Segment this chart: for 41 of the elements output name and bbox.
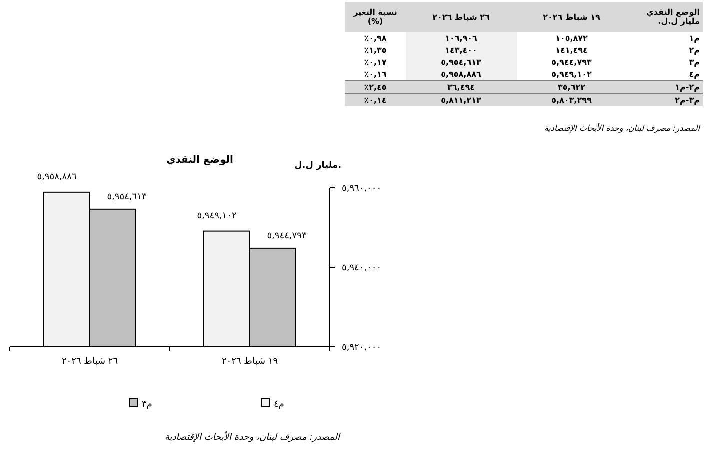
y-axis-title: مليار ل.ل.: [294, 161, 342, 171]
text: ٥,٩٤٩,١٠٢: [550, 68, 593, 80]
y-tick-label: ٥,٩٢٠,٠٠٠: [342, 343, 382, 353]
text: ٥,٨١١,٢١٣: [406, 94, 516, 106]
text: ٥,٩٥٨,٨٨٦: [406, 68, 516, 80]
text: ٠,١٦٪: [363, 68, 388, 80]
legend-label: م٣: [142, 400, 152, 410]
data-label: ٥,٩٤٩,١٠٢: [197, 211, 237, 222]
text: المصدر: مصرف لبنان، وحدة الأبحاث الإقتصادية: [164, 431, 342, 443]
text: ٢٦ شباط ٢٠٢٦: [406, 2, 516, 32]
text: م١: [688, 32, 701, 44]
legend-label: م٤: [274, 400, 284, 410]
data-label: ٥,٩٤٤,٧٩٣: [267, 231, 307, 242]
text: ١٩ شباط ٢٠٢٦: [516, 2, 627, 32]
chart-title: الوضع النقدي: [166, 155, 234, 166]
text: ٥,٨٠٣,٢٩٩: [516, 94, 627, 106]
text: م٣-م٢: [627, 94, 703, 106]
y-tick-label: ٥,٩٤٠,٠٠٠: [342, 264, 382, 274]
text: ٠,١٤٪: [345, 94, 406, 106]
text: ٢,٤٥٪: [345, 80, 406, 94]
data-label: ٥,٩٥٤,٦١٣: [107, 192, 147, 202]
text: نسبة التغير (%): [345, 2, 406, 32]
text: م٤: [688, 68, 701, 80]
text: ١٤٣,٤٠٠: [406, 44, 516, 56]
text: ١,٣٥٪: [363, 44, 388, 56]
text: ٠,٩٨٪: [363, 32, 388, 44]
data-label: ٥,٩٥٨,٨٨٦: [37, 172, 77, 182]
text: م٢-م١: [627, 80, 703, 94]
y-tick-label: ٥,٩٦٠,٠٠٠: [342, 184, 382, 194]
text: م٣: [688, 56, 701, 68]
text: المصدر: مصرف لبنان، وحدة الأبحاث الإقتصادية: [544, 124, 700, 133]
text: ٠,١٧٪: [363, 56, 388, 68]
text: ١٠٦,٩٠٦: [406, 32, 516, 44]
text: ١٤١,٤٩٤: [554, 44, 589, 56]
text: ١٠٥,٨٧٢: [554, 32, 589, 44]
text: ٥,٩٥٤,٦١٣: [406, 56, 516, 68]
text: الوضع النقدي مليار ل.ل.: [627, 2, 703, 32]
text: ٣٥,٦٢٢: [516, 80, 627, 94]
text: م٢: [688, 44, 701, 56]
text: ٣٦,٤٩٤: [406, 80, 516, 94]
text: ٥,٩٤٤,٧٩٣: [550, 56, 593, 68]
